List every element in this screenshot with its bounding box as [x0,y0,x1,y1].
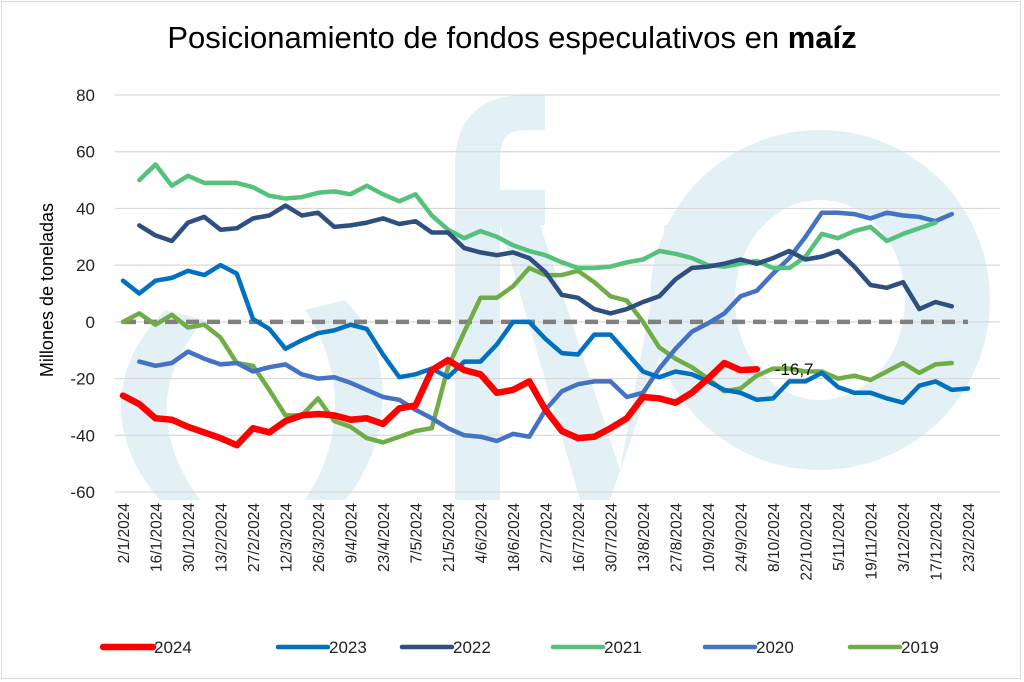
watermark-logo [120,95,990,500]
x-tick-label: 30/7/2024 [604,503,621,572]
x-tick-label: 2/7/2024 [539,503,556,564]
x-tick-label: 26/3/2024 [311,503,328,572]
watermark-paren [120,310,205,500]
y-tick-label: 40 [76,199,95,218]
y-tick-label: 0 [86,313,95,332]
legend-label-2021: 2021 [604,638,642,657]
x-tick-label: 2/1/2024 [116,503,133,564]
y-tick-label: 80 [76,86,95,105]
x-tick-label: 16/7/2024 [571,503,588,572]
series-line-2024 [119,356,761,449]
x-tick-label: 30/1/2024 [181,503,198,572]
x-tick-label: 23/4/2024 [376,503,393,572]
x-tick-label: 27/2/2024 [246,503,263,572]
x-tick-label: 13/8/2024 [636,503,653,572]
legend-label-2023: 2023 [329,638,367,657]
x-tick-label: 4/6/2024 [474,503,491,564]
chart-title: Posicionamiento de fondos especulativos … [0,20,1024,56]
x-tick-label: 7/5/2024 [409,503,426,564]
y-tick-label: 60 [76,143,95,162]
x-tick-label: 13/2/2024 [214,503,231,572]
legend-label-2019: 2019 [901,638,939,657]
x-tick-label: 23/2/2024 [961,503,978,572]
legend-label-2020: 2020 [756,638,794,657]
x-tick-label: 19/11/2024 [864,503,881,580]
x-tick-label: 12/3/2024 [279,503,296,572]
x-tick-label: 18/6/2024 [506,503,523,572]
x-tick-label: 27/8/2024 [669,503,686,572]
x-tick-label: 10/9/2024 [701,503,718,572]
legend: 2024 2023 2022 2021 2020 2019 [99,638,939,657]
legend-label-2022: 2022 [453,638,491,657]
series-line-2023 [120,262,971,405]
x-tick-label: 21/5/2024 [441,503,458,572]
x-tick-label: 5/11/2024 [831,503,848,571]
x-tick-label: 17/12/2024 [929,503,946,581]
y-tick-label: 20 [76,256,95,275]
x-tick-label: 3/12/2024 [896,503,913,572]
legend-label-2024: 2024 [154,638,192,657]
x-axis-ticks: 2/1/2024 16/1/2024 30/1/2024 13/2/2024 27/2/… [116,503,978,581]
series-line-2022 [137,203,955,316]
x-tick-label: 8/10/2024 [766,503,783,572]
y-axis-ticks: 80 60 40 20 0 -20 -40 -60 [70,86,95,502]
series-line-2019 [120,265,955,445]
x-tick-label: 16/1/2024 [149,503,166,572]
chart-title-bold: maíz [787,20,857,55]
y-tick-label: -20 [70,370,95,389]
y-tick-label: -60 [70,483,95,502]
y-axis-label: Millones de toneladas [37,203,57,377]
y-tick-label: -40 [70,426,95,445]
x-tick-label: 22/10/2024 [799,503,816,581]
series-lines [119,162,971,449]
watermark-paren-2 [305,300,383,500]
annotation-last-value: -16,7 [775,360,814,379]
x-tick-label: 9/4/2024 [344,503,361,564]
x-tick-label: 24/9/2024 [734,503,751,572]
chart-title-text: Posicionamiento de fondos especulativos … [167,20,780,55]
